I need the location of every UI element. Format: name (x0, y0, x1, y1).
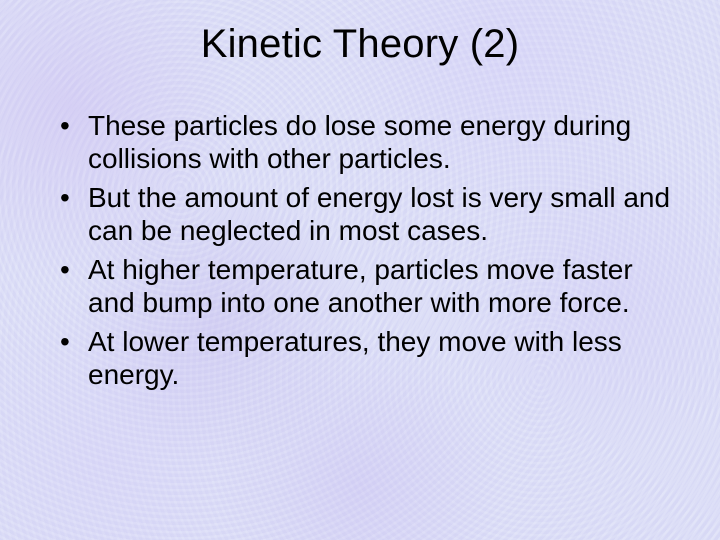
bullet-list: These particles do lose some energy duri… (58, 109, 680, 391)
slide: Kinetic Theory (2) These particles do lo… (0, 0, 720, 540)
list-item: These particles do lose some energy duri… (58, 109, 680, 175)
list-item: At higher temperature, particles move fa… (58, 253, 680, 319)
list-item: At lower temperatures, they move with le… (58, 325, 680, 391)
list-item: But the amount of energy lost is very sm… (58, 181, 680, 247)
slide-title: Kinetic Theory (2) (40, 22, 680, 67)
